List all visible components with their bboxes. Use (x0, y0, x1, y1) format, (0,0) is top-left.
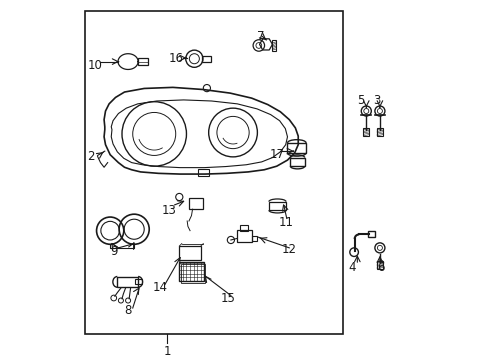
Text: 13: 13 (162, 204, 176, 217)
Bar (376, 261, 382, 269)
Bar (251, 237, 257, 241)
Text: 5: 5 (357, 94, 364, 108)
Bar (290, 158, 304, 166)
Bar (138, 58, 148, 65)
Text: 4: 4 (347, 261, 355, 274)
Text: 17: 17 (269, 148, 284, 161)
Bar (135, 279, 142, 284)
Bar (188, 198, 202, 209)
Text: 2: 2 (87, 150, 95, 163)
Text: 16: 16 (168, 51, 183, 64)
Bar (367, 231, 374, 237)
Text: 9: 9 (110, 245, 117, 258)
Text: 7: 7 (256, 30, 264, 43)
Text: 11: 11 (278, 216, 293, 229)
Bar (287, 143, 305, 153)
Bar (363, 128, 368, 136)
Bar (376, 128, 382, 136)
Text: 10: 10 (87, 59, 102, 72)
Text: 1: 1 (163, 345, 171, 357)
Bar (117, 276, 138, 287)
Bar (202, 56, 211, 62)
Bar (181, 264, 204, 283)
Text: 14: 14 (153, 281, 167, 294)
Bar (179, 262, 203, 281)
Text: 6: 6 (376, 261, 384, 274)
Text: 3: 3 (372, 94, 380, 108)
Text: 15: 15 (221, 292, 235, 305)
Bar (198, 169, 208, 176)
Bar (85, 12, 342, 334)
Bar (272, 40, 275, 51)
Bar (179, 246, 201, 260)
Text: 12: 12 (281, 243, 296, 256)
Bar (240, 225, 247, 231)
Bar (236, 230, 251, 243)
Bar (268, 202, 285, 210)
Text: 8: 8 (124, 304, 131, 317)
